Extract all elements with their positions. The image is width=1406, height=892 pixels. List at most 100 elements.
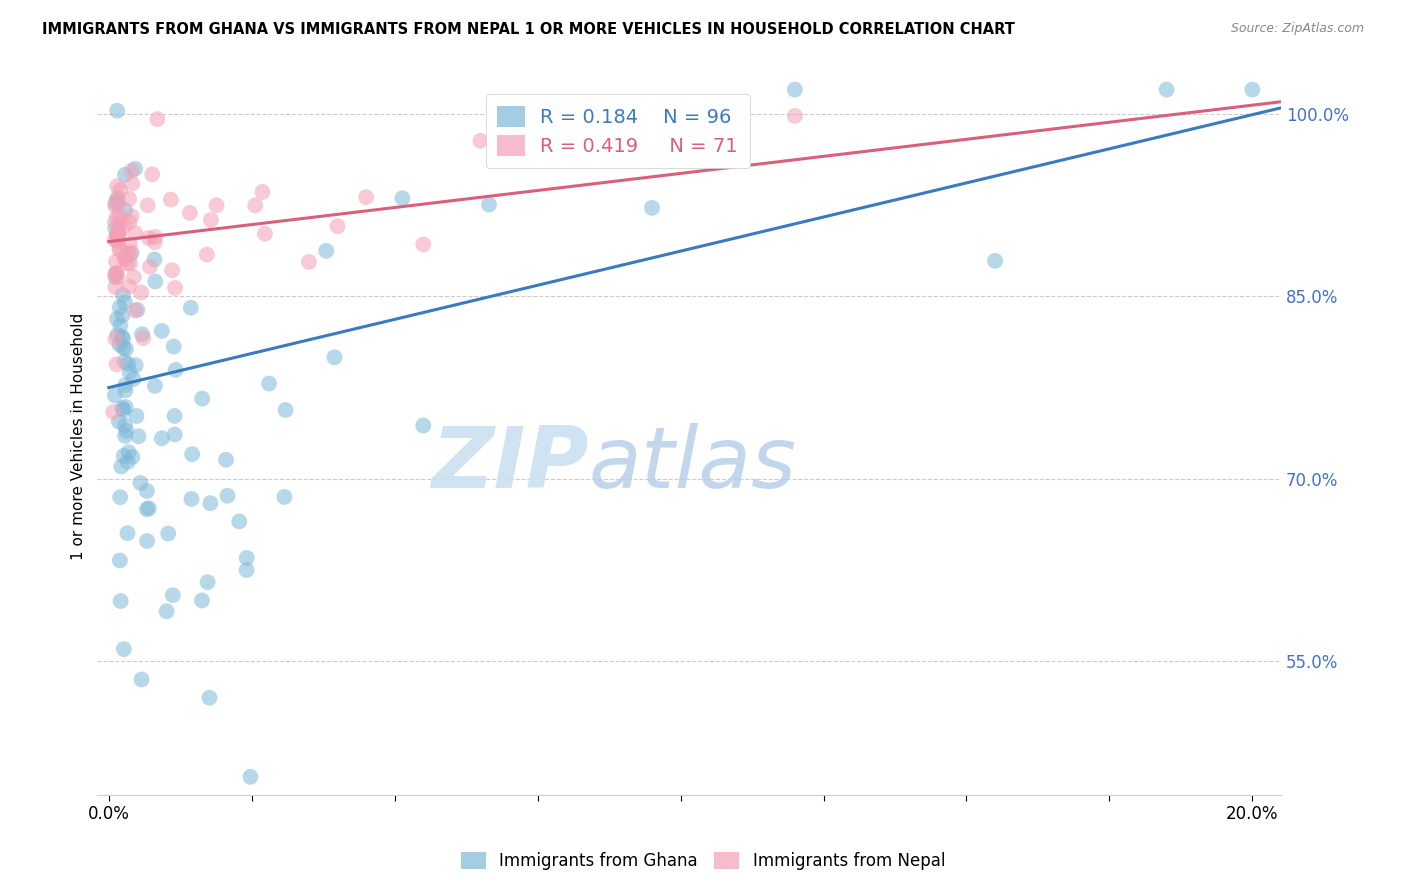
Point bbox=[180, 301, 202, 315]
Point bbox=[163, 409, 186, 423]
Point bbox=[641, 201, 664, 215]
Point bbox=[104, 215, 127, 229]
Point bbox=[165, 281, 187, 295]
Point bbox=[131, 327, 153, 342]
Point bbox=[150, 324, 173, 338]
Point bbox=[217, 489, 239, 503]
Point bbox=[110, 318, 132, 333]
Point bbox=[162, 588, 184, 602]
Point bbox=[114, 295, 136, 310]
Point bbox=[111, 288, 134, 302]
Point bbox=[114, 168, 136, 182]
Point bbox=[215, 452, 238, 467]
Point bbox=[115, 424, 138, 438]
Point bbox=[135, 502, 157, 516]
Point bbox=[118, 365, 141, 379]
Point bbox=[114, 384, 136, 398]
Point bbox=[160, 263, 183, 277]
Point bbox=[105, 103, 128, 118]
Point bbox=[412, 418, 434, 433]
Point bbox=[112, 403, 135, 417]
Point bbox=[105, 234, 128, 248]
Point bbox=[110, 183, 132, 197]
Point bbox=[354, 190, 377, 204]
Point bbox=[105, 179, 128, 194]
Point bbox=[150, 431, 173, 445]
Point bbox=[136, 534, 159, 549]
Point bbox=[195, 247, 218, 261]
Point bbox=[108, 301, 131, 315]
Legend: Immigrants from Ghana, Immigrants from Nepal: Immigrants from Ghana, Immigrants from N… bbox=[454, 845, 952, 877]
Point bbox=[104, 196, 127, 211]
Point bbox=[122, 372, 145, 386]
Point bbox=[112, 219, 135, 234]
Point bbox=[200, 496, 222, 510]
Point bbox=[125, 359, 148, 373]
Point bbox=[114, 429, 136, 443]
Point bbox=[108, 210, 131, 224]
Point bbox=[273, 490, 295, 504]
Point bbox=[118, 215, 141, 229]
Point bbox=[105, 228, 128, 243]
Point bbox=[121, 177, 143, 191]
Point bbox=[107, 270, 129, 285]
Point bbox=[138, 231, 160, 245]
Point bbox=[143, 252, 166, 267]
Point bbox=[108, 337, 131, 351]
Point bbox=[485, 141, 508, 155]
Point bbox=[141, 167, 163, 181]
Point bbox=[131, 673, 153, 687]
Point bbox=[111, 330, 134, 344]
Point bbox=[117, 357, 139, 371]
Point bbox=[107, 197, 129, 211]
Point bbox=[110, 459, 132, 474]
Point bbox=[478, 197, 501, 211]
Point bbox=[163, 340, 186, 354]
Point bbox=[143, 235, 166, 249]
Point bbox=[120, 256, 142, 270]
Text: atlas: atlas bbox=[589, 424, 797, 507]
Point bbox=[107, 230, 129, 244]
Point bbox=[132, 331, 155, 345]
Point bbox=[412, 237, 434, 252]
Point bbox=[121, 450, 143, 464]
Point bbox=[107, 229, 129, 244]
Point bbox=[136, 198, 159, 212]
Point bbox=[984, 253, 1007, 268]
Point bbox=[470, 134, 492, 148]
Point bbox=[108, 242, 131, 256]
Point bbox=[112, 642, 135, 657]
Point bbox=[124, 161, 146, 176]
Point bbox=[107, 193, 129, 207]
Point bbox=[252, 185, 274, 199]
Point bbox=[121, 209, 143, 223]
Point bbox=[114, 418, 136, 433]
Point bbox=[107, 227, 129, 242]
Point bbox=[146, 112, 169, 127]
Point bbox=[191, 593, 214, 607]
Point bbox=[143, 379, 166, 393]
Point bbox=[181, 447, 204, 461]
Point bbox=[163, 427, 186, 442]
Point bbox=[117, 256, 139, 270]
Point bbox=[104, 267, 127, 281]
Point bbox=[111, 309, 134, 323]
Point bbox=[112, 332, 135, 346]
Point bbox=[110, 594, 132, 608]
Point bbox=[245, 198, 267, 212]
Point bbox=[1241, 82, 1264, 96]
Point bbox=[107, 328, 129, 343]
Point bbox=[180, 491, 202, 506]
Point bbox=[138, 501, 160, 516]
Point bbox=[129, 475, 152, 490]
Point bbox=[200, 213, 222, 227]
Point bbox=[179, 206, 201, 220]
Text: Source: ZipAtlas.com: Source: ZipAtlas.com bbox=[1230, 22, 1364, 36]
Point bbox=[105, 358, 128, 372]
Point bbox=[117, 445, 139, 459]
Point bbox=[104, 199, 127, 213]
Point bbox=[125, 409, 148, 423]
Point bbox=[103, 405, 125, 419]
Point bbox=[104, 233, 127, 247]
Point bbox=[108, 243, 131, 257]
